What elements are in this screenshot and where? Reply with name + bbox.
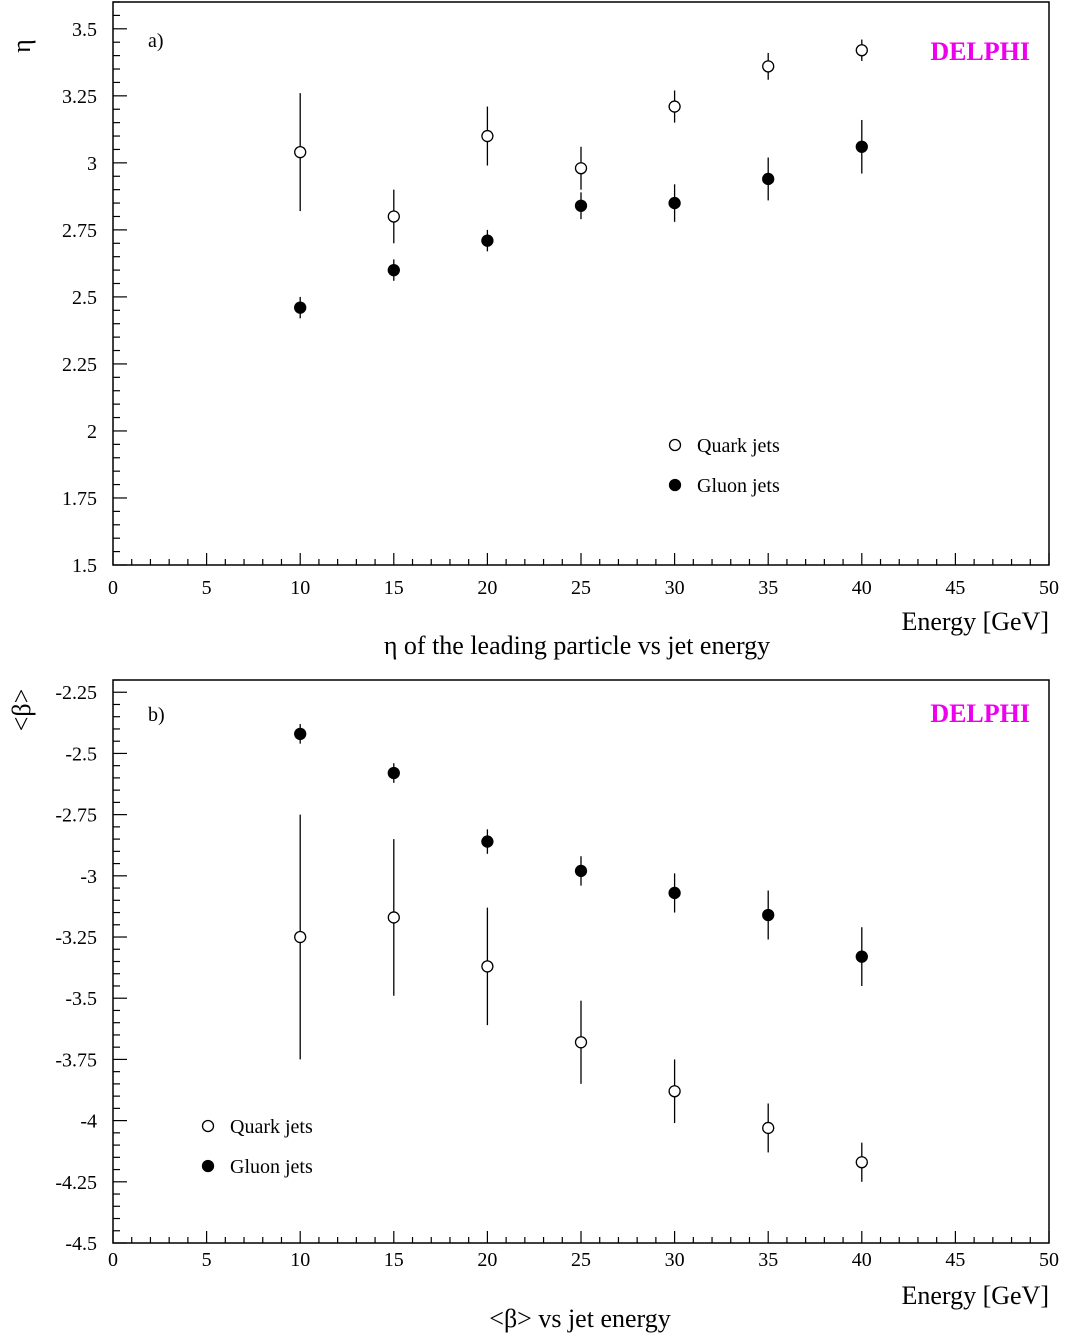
legend-quark-label: Quark jets — [230, 1116, 313, 1138]
panel-label: a) — [148, 30, 164, 52]
y-tick-label: -2.5 — [65, 743, 97, 765]
gluon-data-point — [762, 172, 775, 186]
x-tick-label: 25 — [571, 1249, 591, 1271]
gluon-data-point — [574, 199, 588, 212]
quark-data-point — [387, 210, 400, 223]
gluon-data-point — [387, 263, 400, 277]
panel-a: 0 5 10 15 20 25 30 35 40 45 50 1.5 1.75 2 2.25 2.5 2.75 3… — [7, 1, 1059, 660]
y-tick-label: 3.25 — [62, 86, 97, 108]
y-tick-label: -2.75 — [55, 805, 97, 827]
gluon-data-point — [294, 727, 307, 741]
quark-data-point — [481, 129, 494, 143]
x-tick-label: 45 — [945, 577, 965, 599]
y-tick-label: -3 — [80, 866, 97, 888]
gluon-data-point — [668, 196, 681, 210]
y-axis-title: <β> — [7, 689, 36, 732]
x-tick-label: 30 — [665, 1249, 685, 1271]
delphi-brand-label: DELPHI — [930, 699, 1030, 728]
x-tick-label: 35 — [758, 577, 778, 599]
x-tick-label: 5 — [202, 577, 212, 599]
quark-data-point — [855, 44, 868, 57]
quark-data-point — [855, 1156, 868, 1169]
y-tick-label: -4.25 — [55, 1172, 97, 1194]
gluon-data-point — [855, 950, 868, 963]
delphi-brand-label: DELPHI — [930, 37, 1030, 66]
gluon-data-point — [481, 234, 494, 247]
x-tick-label: 15 — [384, 577, 404, 599]
figure-caption: <β> vs jet energy — [489, 1304, 670, 1333]
y-tick-label: -3.25 — [55, 927, 97, 949]
gluon-data-point — [294, 301, 307, 314]
x-tick-label: 10 — [290, 577, 310, 599]
x-tick-label: 0 — [108, 577, 118, 599]
gluon-data-point — [855, 140, 868, 153]
quark-data-point — [481, 960, 494, 973]
y-tick-label: 2 — [87, 421, 97, 443]
x-tick-label: 5 — [202, 1249, 212, 1271]
y-tick-label: 1.75 — [62, 488, 97, 510]
quark-data-point — [574, 162, 588, 175]
y-tick-label: -4 — [80, 1111, 97, 1133]
y-tick-label: -3.75 — [55, 1049, 97, 1071]
x-tick-label: 20 — [477, 1249, 497, 1271]
x-tick-label: 20 — [477, 577, 497, 599]
gluon-data-point — [668, 886, 681, 900]
y-tick-label: 2.75 — [62, 220, 97, 242]
legend-gluon-label: Gluon jets — [697, 475, 780, 497]
quark-data-point — [762, 1121, 775, 1135]
x-tick-label: 50 — [1039, 577, 1059, 599]
legend-quark-marker — [668, 438, 682, 452]
y-tick-label: 1.5 — [72, 555, 97, 577]
x-tick-label: 35 — [758, 1249, 778, 1271]
figure-caption: η of the leading particle vs jet energy — [384, 631, 770, 660]
gluon-data-point — [762, 908, 775, 922]
x-tick-label: 0 — [108, 1249, 118, 1271]
y-tick-label: 3 — [87, 153, 97, 175]
gluon-data-point — [481, 835, 494, 848]
legend-quark-marker — [201, 1119, 215, 1133]
legend-quark-label: Quark jets — [697, 435, 780, 457]
x-tick-label: 45 — [945, 1249, 965, 1271]
x-axis-title: Energy [GeV] — [901, 607, 1049, 636]
quark-data-point — [762, 60, 775, 73]
y-tick-label: -3.5 — [65, 988, 97, 1010]
x-tick-label: 25 — [571, 577, 591, 599]
panel-label: b) — [148, 704, 165, 726]
y-tick-label: -4.5 — [65, 1233, 97, 1255]
legend-gluon-marker — [668, 478, 682, 492]
gluon-data-point — [387, 766, 400, 780]
y-axis-title: η — [7, 39, 36, 53]
y-tick-label: 3.5 — [72, 19, 97, 41]
y-tick-label: 2.5 — [72, 287, 97, 309]
gluon-data-point — [574, 864, 588, 878]
legend-gluon-marker — [201, 1159, 215, 1173]
quark-data-point — [387, 911, 400, 924]
quark-data-point — [574, 1036, 588, 1049]
x-tick-label: 40 — [852, 1249, 872, 1271]
x-tick-label: 10 — [290, 1249, 310, 1271]
x-tick-label: 30 — [665, 577, 685, 599]
y-tick-label: 2.25 — [62, 354, 97, 376]
panel-b: 0 5 10 15 20 25 30 35 40 45 50 -4.5 -4.25 -4 -3.75 -3.5… — [7, 679, 1059, 1333]
quark-data-point — [294, 145, 307, 159]
quark-data-point — [668, 100, 681, 113]
x-tick-label: 15 — [384, 1249, 404, 1271]
legend-gluon-label: Gluon jets — [230, 1156, 313, 1178]
x-tick-label: 40 — [852, 577, 872, 599]
x-tick-label: 50 — [1039, 1249, 1059, 1271]
y-tick-label: -2.25 — [55, 682, 97, 704]
plot-frame — [112, 1, 1050, 566]
quark-data-point — [294, 930, 307, 944]
quark-data-point — [668, 1085, 681, 1098]
x-axis-title: Energy [GeV] — [901, 1281, 1049, 1310]
